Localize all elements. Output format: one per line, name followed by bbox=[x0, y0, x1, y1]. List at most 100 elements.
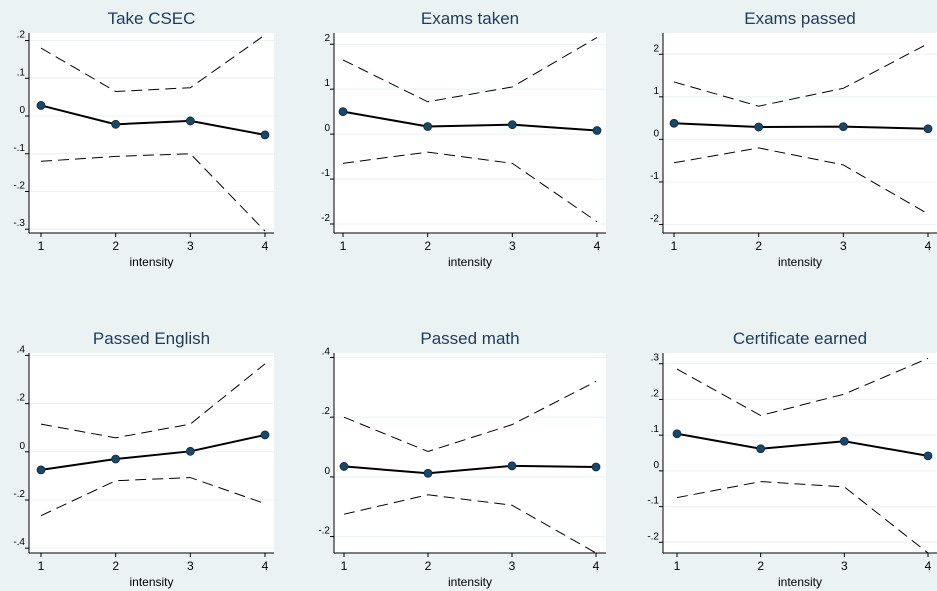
y-tick-label: -.3 bbox=[13, 218, 25, 229]
ci-upper-line bbox=[40, 363, 266, 439]
estimate-point bbox=[754, 122, 764, 132]
estimate-point bbox=[507, 461, 517, 471]
estimate-point bbox=[923, 124, 933, 134]
estimate-point bbox=[36, 465, 46, 475]
x-tick-label: 2 bbox=[425, 559, 432, 573]
x-tick-label: 3 bbox=[187, 559, 194, 573]
plot-area bbox=[663, 353, 937, 553]
panel-2: -2 -1 0 1 2 1 2 3 4 intensity Exams taken bbox=[321, 9, 606, 269]
ci-lower-line bbox=[343, 494, 597, 554]
panel-1: -.3 -.2 -.1 0 .1 .2 1 2 3 4 intensity Take CSEC bbox=[13, 9, 274, 269]
y-tick-label: 0 bbox=[324, 123, 330, 134]
ci-lower-line bbox=[673, 147, 929, 215]
x-tick-label: 1 bbox=[671, 239, 678, 253]
plot-area bbox=[29, 33, 274, 233]
ci-lower-line bbox=[342, 151, 598, 223]
estimate-point bbox=[591, 462, 601, 472]
estimate-line bbox=[342, 110, 598, 132]
x-tick-label: 4 bbox=[925, 559, 932, 573]
ci-lower-line bbox=[676, 481, 929, 554]
estimate-point bbox=[111, 119, 121, 129]
estimate-point bbox=[756, 444, 766, 454]
x-tick-label: 4 bbox=[593, 559, 600, 573]
y-tick-label: .2 bbox=[651, 388, 660, 399]
y-tick-label: .1 bbox=[651, 424, 660, 435]
y-tick-label: .1 bbox=[17, 67, 26, 78]
y-tick-label: .2 bbox=[17, 30, 26, 41]
estimate-line bbox=[40, 433, 266, 471]
x-axis-label: intensity bbox=[129, 255, 173, 269]
estimate-point bbox=[260, 430, 270, 440]
y-tick-label: 1 bbox=[653, 86, 659, 97]
panel-3: -2 -1 0 1 2 1 2 3 4 intensity Exams passed bbox=[650, 9, 937, 269]
x-tick-label: 1 bbox=[340, 239, 347, 253]
y-tick-label: .3 bbox=[651, 353, 660, 364]
estimate-point bbox=[507, 120, 517, 130]
ci-upper-line bbox=[676, 357, 929, 417]
panel-title: Exams taken bbox=[421, 9, 519, 28]
y-tick-label: 0 bbox=[19, 105, 25, 116]
estimate-point bbox=[36, 101, 46, 110]
y-tick-label: -.2 bbox=[13, 489, 25, 500]
panel-title: Certificate earned bbox=[733, 329, 867, 348]
estimate-point bbox=[260, 130, 270, 140]
y-tick-label: -1 bbox=[650, 171, 659, 182]
y-tick-label: 0 bbox=[19, 441, 25, 452]
x-tick-label: 2 bbox=[755, 239, 762, 253]
estimate-point bbox=[185, 116, 195, 126]
x-tick-label: 3 bbox=[509, 239, 516, 253]
y-tick-label: .2 bbox=[17, 393, 26, 404]
x-tick-label: 4 bbox=[925, 239, 932, 253]
x-tick-label: 2 bbox=[424, 239, 431, 253]
estimate-point bbox=[669, 118, 679, 128]
estimate-point bbox=[339, 462, 349, 471]
y-tick-label: 2 bbox=[653, 43, 659, 54]
x-tick-label: 4 bbox=[262, 559, 269, 573]
x-tick-label: 3 bbox=[840, 239, 847, 253]
x-axis-label: intensity bbox=[448, 255, 492, 269]
y-tick-label: .2 bbox=[322, 406, 331, 417]
y-tick-label: -.2 bbox=[318, 526, 330, 537]
x-axis-label: intensity bbox=[448, 575, 492, 589]
y-tick-label: .4 bbox=[17, 344, 26, 355]
x-tick-label: 2 bbox=[757, 559, 764, 573]
y-tick-label: 0 bbox=[324, 466, 330, 477]
ci-lower-line bbox=[40, 153, 266, 232]
x-tick-label: 1 bbox=[38, 239, 45, 253]
estimate-line bbox=[676, 432, 929, 457]
plot-area bbox=[29, 353, 274, 553]
y-tick-label: -2 bbox=[650, 213, 659, 224]
panel-6: -.2 -.1 0 .1 .2 .3 1 2 3 4 intensity Certificate ea… bbox=[647, 329, 937, 589]
estimate-point bbox=[923, 451, 933, 461]
ci-upper-line bbox=[342, 37, 598, 103]
ci-lower-line bbox=[40, 477, 266, 517]
estimate-point bbox=[423, 468, 433, 478]
x-axis-label: intensity bbox=[778, 255, 822, 269]
panel-title: Take CSEC bbox=[108, 9, 196, 28]
estimate-point bbox=[185, 446, 195, 456]
y-tick-label: 0 bbox=[653, 460, 659, 471]
x-tick-label: 1 bbox=[674, 559, 681, 573]
x-tick-label: 3 bbox=[187, 239, 194, 253]
panel-4: -.4 -.2 0 .2 .4 1 2 3 4 intensity Passed English bbox=[13, 329, 274, 589]
estimate-point bbox=[672, 429, 682, 439]
x-tick-label: 4 bbox=[594, 239, 601, 253]
x-tick-label: 3 bbox=[509, 559, 516, 573]
x-tick-label: 1 bbox=[341, 559, 348, 573]
y-tick-label: 1 bbox=[324, 78, 330, 89]
panel-5: -.2 0 .2 .4 1 2 3 4 intensity Passed math bbox=[318, 329, 606, 589]
y-tick-label: 2 bbox=[324, 33, 330, 44]
x-tick-label: 3 bbox=[841, 559, 848, 573]
estimate-point bbox=[592, 126, 602, 135]
y-tick-label: -1 bbox=[321, 168, 330, 179]
ci-upper-line bbox=[40, 34, 266, 92]
x-axis-label: intensity bbox=[778, 575, 822, 589]
y-tick-label: -.1 bbox=[13, 143, 25, 154]
panel-title: Passed math bbox=[420, 329, 519, 348]
estimate-point bbox=[839, 436, 849, 446]
x-tick-label: 1 bbox=[38, 559, 45, 573]
y-tick-label: .4 bbox=[322, 346, 331, 357]
y-tick-label: -.2 bbox=[13, 180, 25, 191]
y-tick-label: -.4 bbox=[13, 537, 25, 548]
